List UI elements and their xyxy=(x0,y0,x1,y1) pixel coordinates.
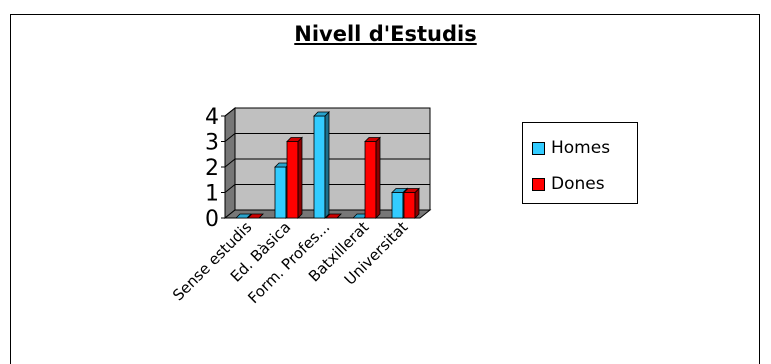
legend-swatch-homes xyxy=(532,142,545,155)
y-tick-label: 4 xyxy=(205,105,219,130)
legend-label-homes: Homes xyxy=(551,138,610,158)
legend-label-dones: Dones xyxy=(551,174,605,194)
legend-item-homes: Homes xyxy=(532,137,610,159)
y-tick-label: 1 xyxy=(205,182,219,207)
bar-dones-universitat xyxy=(404,189,419,219)
bar-homes-form-profes xyxy=(314,112,329,218)
y-tick-label: 2 xyxy=(205,156,219,181)
bar-dones-ed-b-sica xyxy=(287,138,302,219)
y-tick-label: 3 xyxy=(205,131,219,156)
y-tick-label: 0 xyxy=(205,207,219,232)
bar-dones-batxillerat xyxy=(365,138,380,219)
legend-item-dones: Dones xyxy=(532,173,605,195)
chart-legend: Homes Dones xyxy=(522,122,638,204)
legend-swatch-dones xyxy=(532,178,545,191)
